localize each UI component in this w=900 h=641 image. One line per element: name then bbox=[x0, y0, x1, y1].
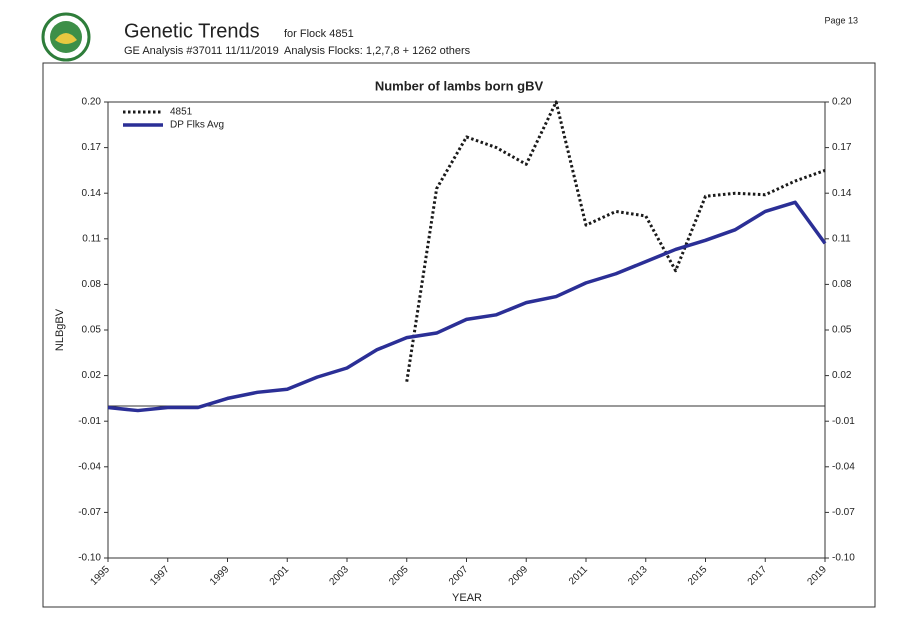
y-tick-label: 0.11 bbox=[82, 233, 101, 244]
y-tick-label: 0.02 bbox=[82, 370, 102, 381]
x-tick-label: 2007 bbox=[447, 564, 471, 588]
y2-tick-label: -0.10 bbox=[832, 553, 855, 564]
logo bbox=[41, 12, 91, 62]
legend-label: 4851 bbox=[170, 107, 193, 118]
x-tick-label: 2011 bbox=[567, 564, 590, 587]
x-tick-label: 1995 bbox=[88, 564, 112, 588]
y2-tick-label: 0.14 bbox=[832, 188, 852, 199]
y2-tick-label: 0.05 bbox=[832, 325, 852, 336]
y-tick-label: -0.04 bbox=[78, 461, 101, 472]
x-tick-label: 2003 bbox=[327, 564, 351, 588]
y-tick-label: 0.14 bbox=[82, 188, 102, 199]
header-flocks: Analysis Flocks: 1,2,7,8 + 1262 others bbox=[284, 45, 471, 57]
y2-tick-label: -0.04 bbox=[832, 461, 855, 472]
series-line bbox=[107, 200, 827, 413]
x-tick-label: 2009 bbox=[507, 564, 531, 588]
y-tick-label: 0.17 bbox=[82, 142, 102, 153]
x-tick-label: 1999 bbox=[208, 564, 232, 588]
y2-tick-label: 0.08 bbox=[832, 279, 852, 290]
y2-tick-label: -0.07 bbox=[832, 507, 855, 518]
x-tick-label: 2001 bbox=[268, 564, 292, 588]
y-tick-label: 0.05 bbox=[82, 325, 102, 336]
x-tick-label: 1997 bbox=[148, 564, 172, 588]
x-axis-label: YEAR bbox=[452, 592, 482, 604]
y2-tick-label: -0.01 bbox=[832, 416, 855, 427]
header-analysis: GE Analysis #37011 11/11/2019 bbox=[124, 45, 279, 57]
y2-tick-label: 0.20 bbox=[832, 97, 852, 108]
page-number: Page 13 bbox=[824, 15, 858, 25]
y2-tick-label: 0.17 bbox=[832, 142, 852, 153]
series-line bbox=[405, 100, 826, 382]
chart-frame bbox=[42, 62, 876, 608]
plot-area bbox=[107, 101, 826, 559]
y-axis-label: NLBgBV bbox=[54, 308, 66, 351]
y-tick-label: -0.07 bbox=[78, 507, 101, 518]
x-tick-label: 2005 bbox=[387, 564, 411, 588]
y-tick-label: -0.01 bbox=[78, 416, 101, 427]
header-flock: for Flock 4851 bbox=[284, 28, 354, 40]
header-title: Genetic Trends bbox=[124, 20, 260, 42]
x-tick-label: 2019 bbox=[805, 564, 829, 588]
y2-tick-label: 0.11 bbox=[832, 233, 851, 244]
y2-tick-label: 0.02 bbox=[832, 370, 852, 381]
y-tick-label: 0.20 bbox=[82, 97, 102, 108]
y-tick-label: -0.10 bbox=[78, 553, 101, 564]
x-tick-label: 2013 bbox=[626, 564, 650, 588]
y-tick-label: 0.08 bbox=[82, 279, 102, 290]
chart-title: Number of lambs born gBV bbox=[375, 78, 544, 93]
x-tick-label: 2017 bbox=[746, 564, 770, 588]
x-tick-label: 2015 bbox=[686, 564, 710, 588]
legend-label: DP Flks Avg bbox=[170, 120, 224, 131]
